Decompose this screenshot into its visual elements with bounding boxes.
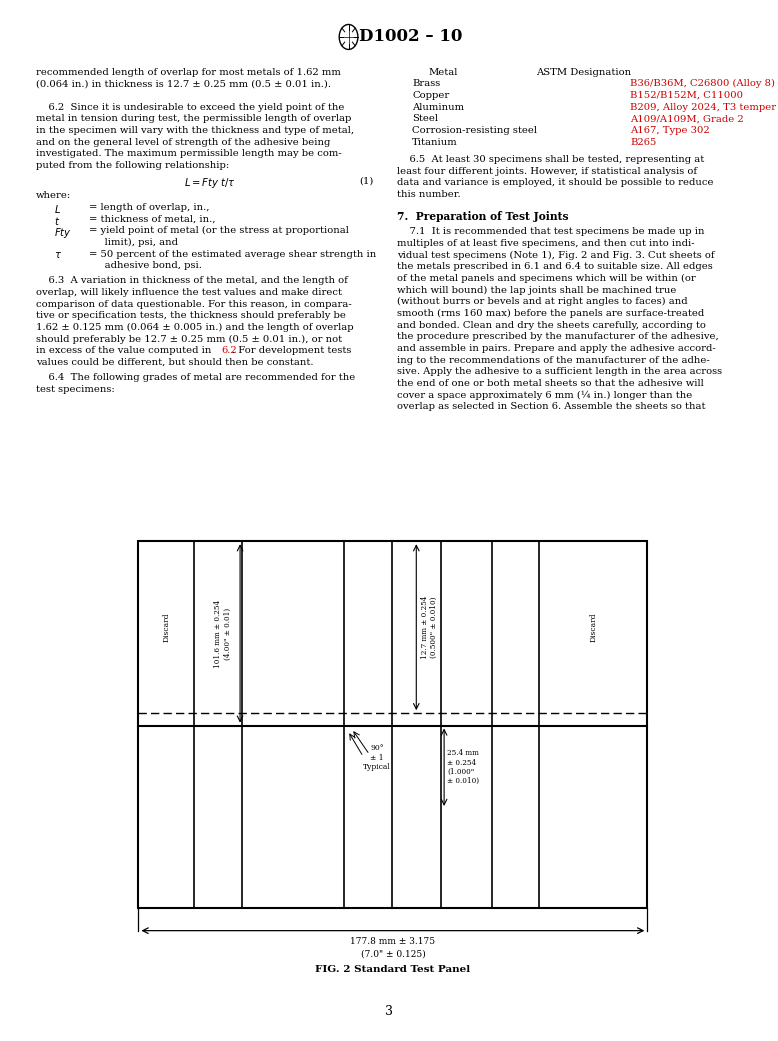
- Text: Aluminum: Aluminum: [412, 103, 464, 111]
- Text: . For development tests: . For development tests: [232, 347, 351, 355]
- Text: Brass: Brass: [412, 79, 440, 88]
- Text: Discard: Discard: [163, 612, 170, 642]
- Text: (0.064 in.) in thickness is 12.7 ± 0.25 mm (0.5 ± 0.01 in.).: (0.064 in.) in thickness is 12.7 ± 0.25 …: [36, 79, 331, 88]
- Text: smooth (rms 160 max) before the panels are surface-treated: smooth (rms 160 max) before the panels a…: [397, 309, 704, 319]
- Text: this number.: this number.: [397, 191, 461, 199]
- Text: (1): (1): [359, 176, 373, 185]
- Text: $L = Fty\; t/\tau$: $L = Fty\; t/\tau$: [184, 176, 236, 191]
- Text: 6.4  The following grades of metal are recommended for the: 6.4 The following grades of metal are re…: [36, 373, 355, 382]
- Text: the procedure prescribed by the manufacturer of the adhesive,: the procedure prescribed by the manufact…: [397, 332, 719, 341]
- Text: adhesive bond, psi.: adhesive bond, psi.: [89, 261, 202, 271]
- Text: test specimens:: test specimens:: [36, 385, 114, 393]
- Text: 6.5  At least 30 specimens shall be tested, representing at: 6.5 At least 30 specimens shall be teste…: [397, 155, 704, 164]
- Text: $t$: $t$: [54, 214, 61, 227]
- Text: values could be different, but should then be constant.: values could be different, but should th…: [36, 358, 314, 367]
- Text: 101.6 mm ± 0.254
(4.00" ± 0.01): 101.6 mm ± 0.254 (4.00" ± 0.01): [215, 600, 232, 667]
- Text: which will bound) the lap joints shall be machined true: which will bound) the lap joints shall b…: [397, 285, 676, 295]
- Text: Copper: Copper: [412, 91, 450, 100]
- Text: investigated. The maximum permissible length may be com-: investigated. The maximum permissible le…: [36, 149, 342, 158]
- Text: sive. Apply the adhesive to a sufficient length in the area across: sive. Apply the adhesive to a sufficient…: [397, 367, 722, 376]
- Text: Metal: Metal: [429, 68, 458, 77]
- Text: overlap as selected in Section 6. Assemble the sheets so that: overlap as selected in Section 6. Assemb…: [397, 402, 706, 411]
- Text: B265: B265: [630, 137, 657, 147]
- Text: 7.1  It is recommended that test specimens be made up in: 7.1 It is recommended that test specimen…: [397, 227, 704, 236]
- Bar: [138, 541, 647, 908]
- Text: cover a space approximately 6 mm (¼ in.) longer than the: cover a space approximately 6 mm (¼ in.)…: [397, 390, 692, 400]
- Text: (7.0" ± 0.125): (7.0" ± 0.125): [360, 949, 426, 959]
- Text: 25.4 mm
± 0.254
(1.000"
± 0.010): 25.4 mm ± 0.254 (1.000" ± 0.010): [447, 750, 479, 785]
- Text: puted from the following relationship:: puted from the following relationship:: [36, 161, 229, 170]
- Text: data and variance is employed, it should be possible to reduce: data and variance is employed, it should…: [397, 178, 713, 187]
- Text: and bonded. Clean and dry the sheets carefully, according to: and bonded. Clean and dry the sheets car…: [397, 321, 706, 330]
- Text: A167, Type 302: A167, Type 302: [630, 126, 710, 135]
- Text: least four different joints. However, if statistical analysis of: least four different joints. However, if…: [397, 167, 697, 176]
- Text: 3: 3: [385, 1006, 393, 1018]
- Text: the metals prescribed in 6.1 and 6.4 to suitable size. All edges: the metals prescribed in 6.1 and 6.4 to …: [397, 262, 713, 272]
- Text: 177.8 mm ± 3.175: 177.8 mm ± 3.175: [350, 937, 436, 946]
- Text: $Fty$: $Fty$: [54, 226, 72, 240]
- Text: tive or specification tests, the thickness should preferably be: tive or specification tests, the thickne…: [36, 311, 345, 321]
- Text: and assemble in pairs. Prepare and apply the adhesive accord-: and assemble in pairs. Prepare and apply…: [397, 344, 716, 353]
- Text: A109/A109M, Grade 2: A109/A109M, Grade 2: [630, 115, 744, 123]
- Text: comparison of data questionable. For this reason, in compara-: comparison of data questionable. For thi…: [36, 300, 352, 309]
- Text: 12.7 mm ± 0.254
(0.500" ± 0.010): 12.7 mm ± 0.254 (0.500" ± 0.010): [421, 595, 438, 659]
- Text: where:: where:: [36, 192, 71, 200]
- Text: (without burrs or bevels and at right angles to faces) and: (without burrs or bevels and at right an…: [397, 298, 688, 306]
- Text: Discard: Discard: [589, 612, 598, 642]
- Text: B209, Alloy 2024, T3 temper: B209, Alloy 2024, T3 temper: [630, 103, 776, 111]
- Text: = yield point of metal (or the stress at proportional: = yield point of metal (or the stress at…: [89, 226, 349, 235]
- Text: limit), psi, and: limit), psi, and: [89, 238, 177, 247]
- Text: should preferably be 12.7 ± 0.25 mm (0.5 ± 0.01 in.), or not: should preferably be 12.7 ± 0.25 mm (0.5…: [36, 334, 342, 344]
- Text: FIG. 2 Standard Test Panel: FIG. 2 Standard Test Panel: [315, 965, 471, 974]
- Text: $L$: $L$: [54, 203, 61, 214]
- Text: recommended length of overlap for most metals of 1.62 mm: recommended length of overlap for most m…: [36, 68, 341, 77]
- Text: = 50 percent of the estimated average shear strength in: = 50 percent of the estimated average sh…: [89, 250, 376, 258]
- Text: B152/B152M, C11000: B152/B152M, C11000: [630, 91, 743, 100]
- Text: ASTM Designation: ASTM Designation: [536, 68, 631, 77]
- Text: 90°
± 1
Typical: 90° ± 1 Typical: [363, 744, 391, 770]
- Text: in excess of the value computed in: in excess of the value computed in: [36, 347, 214, 355]
- Text: 6.2: 6.2: [221, 347, 237, 355]
- Text: $\tau$: $\tau$: [54, 250, 62, 259]
- Text: Corrosion-resisting steel: Corrosion-resisting steel: [412, 126, 538, 135]
- Text: of the metal panels and specimens which will be within (or: of the metal panels and specimens which …: [397, 274, 696, 283]
- Text: ing to the recommendations of the manufacturer of the adhe-: ing to the recommendations of the manufa…: [397, 356, 710, 364]
- Text: 6.3  A variation in thickness of the metal, and the length of: 6.3 A variation in thickness of the meta…: [36, 276, 348, 285]
- Text: the end of one or both metal sheets so that the adhesive will: the end of one or both metal sheets so t…: [397, 379, 703, 388]
- Text: 6.2  Since it is undesirable to exceed the yield point of the: 6.2 Since it is undesirable to exceed th…: [36, 103, 344, 111]
- Text: D1002 – 10: D1002 – 10: [359, 28, 463, 46]
- Text: = length of overlap, in.,: = length of overlap, in.,: [89, 203, 209, 212]
- Text: and on the general level of strength of the adhesive being: and on the general level of strength of …: [36, 137, 330, 147]
- Text: Steel: Steel: [412, 115, 438, 123]
- Text: vidual test specimens (Note 1), Fig. 2 and Fig. 3. Cut sheets of: vidual test specimens (Note 1), Fig. 2 a…: [397, 251, 714, 260]
- Text: multiples of at least five specimens, and then cut into indi-: multiples of at least five specimens, an…: [397, 239, 695, 248]
- Text: = thickness of metal, in.,: = thickness of metal, in.,: [89, 214, 216, 224]
- Text: 1.62 ± 0.125 mm (0.064 ± 0.005 in.) and the length of overlap: 1.62 ± 0.125 mm (0.064 ± 0.005 in.) and …: [36, 323, 353, 332]
- Text: Titanium: Titanium: [412, 137, 458, 147]
- Text: overlap, will likely influence the test values and make direct: overlap, will likely influence the test …: [36, 288, 342, 297]
- Text: in the specimen will vary with the thickness and type of metal,: in the specimen will vary with the thick…: [36, 126, 354, 135]
- Text: 7.  Preparation of Test Joints: 7. Preparation of Test Joints: [397, 211, 568, 222]
- Text: B36/B36M, C26800 (Alloy 8): B36/B36M, C26800 (Alloy 8): [630, 79, 775, 88]
- Text: metal in tension during test, the permissible length of overlap: metal in tension during test, the permis…: [36, 115, 351, 123]
